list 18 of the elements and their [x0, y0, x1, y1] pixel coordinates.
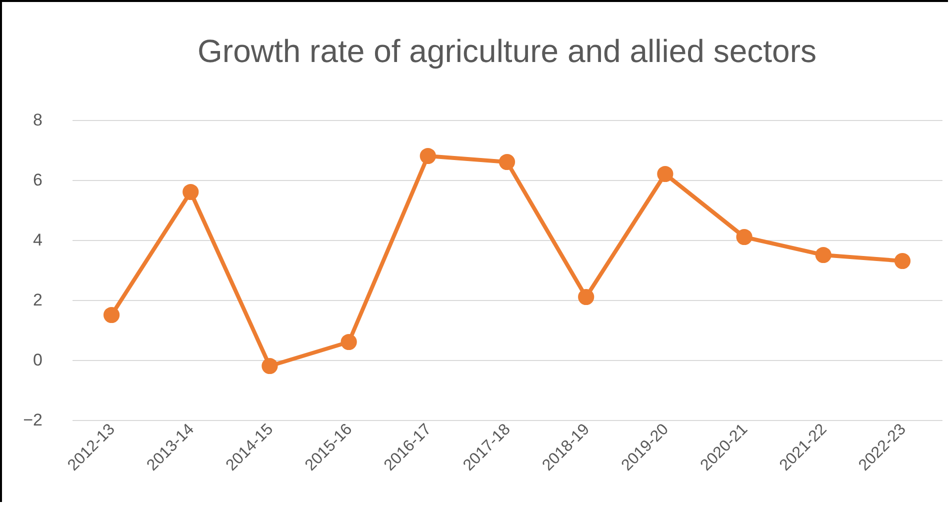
y-tick-label: 2	[33, 290, 42, 310]
point	[736, 228, 752, 246]
y-tick-label: −2	[23, 410, 42, 430]
chart-title: Growth rate of agriculture and allied sectors	[198, 33, 816, 69]
point	[420, 148, 436, 164]
y-tick-label: 4	[33, 230, 42, 250]
point	[657, 166, 674, 182]
point	[340, 334, 357, 350]
point	[578, 288, 594, 306]
y-tick-label: 6	[33, 170, 42, 190]
y-tick-label: 0	[33, 350, 42, 370]
point	[103, 306, 120, 324]
point	[498, 154, 516, 170]
y-tick-label: 8	[33, 110, 42, 130]
point	[815, 246, 832, 264]
point	[182, 184, 199, 200]
point	[894, 252, 911, 270]
point	[262, 358, 278, 374]
